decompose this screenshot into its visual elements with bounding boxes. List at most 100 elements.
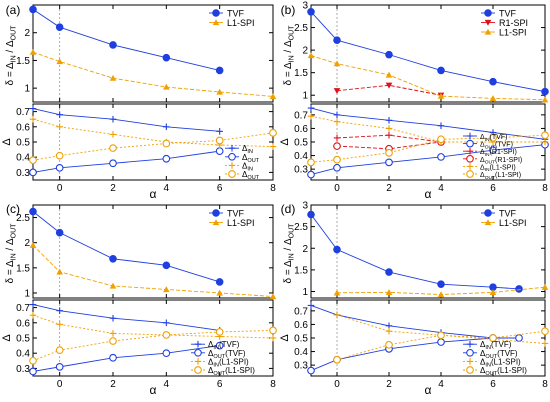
data-point [109, 314, 117, 322]
x-tick-label: 2 [386, 379, 392, 390]
data-point [162, 261, 171, 270]
data-point [269, 129, 277, 137]
legend-marker [484, 9, 492, 17]
legend-label: ΔIN(L1-SPI) [208, 357, 249, 368]
data-point [333, 88, 341, 95]
data-point [163, 123, 170, 131]
legend-label: TVF [227, 9, 245, 19]
chart-panel-b: (b) 1 1.5 2 2.5 3 δ = ΔIN / ΔOUT TVFR1-SPIL1-SP… [279, 1, 549, 201]
legend: ΔIN(TVF)ΔOUT(TVF)ΔIN(R1-SPI)ΔOUT(R1-SPI)… [463, 132, 522, 181]
legend-label: ΔOUT(L1-SPI) [480, 172, 521, 181]
y-axis-label: Δ [279, 334, 291, 342]
data-point [55, 363, 64, 371]
data-point [109, 353, 117, 362]
x-tick-label: 4 [164, 379, 170, 390]
series-line [310, 11, 546, 93]
legend-marker [466, 170, 474, 178]
legend-marker [466, 139, 474, 148]
data-point [29, 48, 37, 55]
data-point [307, 158, 315, 167]
chart-panel-d: (d)11.522.53δ = ΔIN / ΔOUTTVFL1-SPI0.30.… [279, 201, 549, 397]
series--out-l1-spi- [29, 326, 277, 365]
y-axis-label: δ = ΔIN / ΔOUT [283, 223, 296, 284]
series--in [29, 105, 223, 135]
legend-label: ΔOUT [242, 153, 260, 164]
data-point [55, 163, 64, 172]
series--out [29, 129, 277, 165]
legend-label: ΔOUT(R1-SPI) [480, 157, 522, 166]
series-line [32, 314, 274, 339]
legend-marker [484, 28, 492, 35]
data-point [385, 116, 393, 124]
x-tick-label: 6 [217, 379, 223, 390]
panel-label: (c) [6, 202, 20, 216]
y-tick-label: 1.5 [16, 56, 30, 67]
plot-frame [32, 204, 274, 299]
legend-label: L1-SPI [227, 218, 255, 228]
series-line [336, 141, 442, 150]
x-tick-label: 0 [334, 183, 340, 194]
data-point [215, 136, 224, 145]
legend-label: TVF [499, 9, 517, 19]
y-tick-label: 1 [302, 91, 308, 102]
series--out-l1-spi- [307, 131, 549, 167]
panel-label: (a) [6, 3, 21, 17]
series-line [32, 118, 274, 148]
series--in-l1-spi- [29, 311, 277, 342]
legend-marker [212, 19, 220, 26]
data-point [269, 334, 277, 342]
data-point [307, 104, 315, 112]
legend-marker [466, 366, 474, 374]
series-line [32, 244, 274, 297]
series--out-l1-spi- [333, 327, 549, 364]
data-point [385, 268, 393, 276]
data-point [109, 159, 117, 168]
data-point [162, 349, 171, 358]
series-tvf [29, 207, 224, 286]
data-point [162, 154, 171, 163]
data-point [333, 155, 341, 164]
y-tick-label: 0.4 [294, 151, 308, 162]
y-tick-label: 2 [302, 46, 308, 57]
data-point [163, 286, 170, 293]
data-point [307, 52, 315, 59]
series-line [310, 134, 546, 163]
data-point [515, 285, 523, 293]
data-point [269, 293, 277, 300]
data-point [29, 301, 37, 308]
data-point [437, 122, 445, 130]
series-l1-spi [307, 52, 549, 103]
x-tick-label: 8 [542, 183, 548, 194]
series-line [310, 214, 520, 290]
data-point [109, 74, 117, 81]
y-tick-label: 0.5 [16, 334, 30, 345]
data-point [29, 5, 37, 14]
data-point [385, 289, 393, 296]
legend-marker [194, 358, 202, 365]
data-point [541, 327, 549, 336]
data-point [333, 134, 341, 142]
legend-marker [228, 170, 236, 178]
y-tick-label: 3 [302, 1, 308, 12]
legend-marker [466, 340, 474, 348]
data-point [29, 115, 37, 123]
data-point [515, 334, 523, 342]
legend-label: ΔIN(L1-SPI) [480, 164, 516, 173]
data-point [55, 346, 64, 355]
y-axis-label: Δ [279, 138, 291, 146]
legend-label: ΔOUT(TVF) [480, 142, 513, 151]
legend-marker [228, 152, 236, 161]
data-point [29, 168, 37, 177]
y-tick-label: 0.4 [16, 349, 30, 360]
panel-label: (b) [281, 3, 296, 17]
data-point [541, 131, 549, 140]
data-point [162, 139, 171, 148]
data-point [385, 131, 393, 139]
data-point [56, 307, 63, 314]
x-tick-label: 8 [542, 379, 548, 390]
series-tvf [29, 5, 224, 75]
legend-marker [466, 163, 474, 170]
data-point [215, 66, 224, 75]
